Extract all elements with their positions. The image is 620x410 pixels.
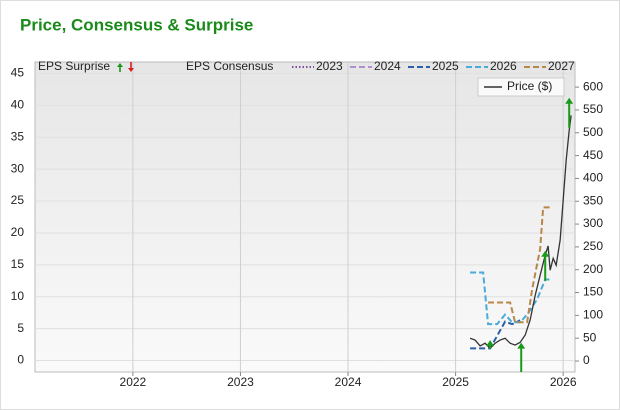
surprise-arrow-head (517, 342, 526, 349)
y2-tick-label: 400 (583, 171, 603, 185)
legend-label: 2024 (374, 59, 401, 73)
y2-tick-label: 200 (583, 262, 603, 276)
x-tick-label: 2023 (227, 375, 254, 389)
y-tick-label: 5 (17, 321, 24, 335)
legend-label: 2025 (432, 59, 459, 73)
plot-area (34, 61, 576, 373)
y-tick-label: 0 (17, 353, 24, 367)
legend-box (477, 77, 565, 97)
legend-label: EPS Surprise (38, 59, 110, 73)
y-tick-label: 10 (11, 289, 25, 303)
surprise-arrow-head (541, 250, 550, 257)
y2-tick-label: 450 (583, 148, 603, 162)
y2-tick-label: 350 (583, 193, 603, 207)
y2-tick-label: 0 (583, 353, 590, 367)
y-tick-label: 35 (11, 129, 25, 143)
series-line (470, 271, 551, 326)
y2-tick-label: 550 (583, 102, 603, 116)
legend-label: 2026 (490, 59, 517, 73)
x-tick-label: 2026 (550, 375, 577, 389)
y-tick-label: 40 (11, 98, 25, 112)
y2-tick-label: 600 (583, 79, 603, 93)
y-tick-label: 45 (11, 66, 25, 80)
x-tick-label: 2024 (335, 375, 362, 389)
x-tick-label: 2022 (120, 375, 147, 389)
series-line (488, 206, 553, 324)
y-tick-label: 15 (11, 257, 25, 271)
y2-tick-label: 50 (583, 330, 597, 344)
y2-tick-label: 500 (583, 125, 603, 139)
legend-label: 2023 (316, 59, 343, 73)
legend-icon (117, 63, 123, 72)
y-tick-label: 30 (11, 161, 25, 175)
y2-tick-label: 250 (583, 239, 603, 253)
series-line (470, 319, 521, 350)
y2-tick-label: 300 (583, 216, 603, 230)
legend-label: EPS Consensus (186, 59, 273, 73)
y2-tick-label: 100 (583, 308, 603, 322)
legend-icon (128, 62, 134, 72)
legend-label: Price ($) (507, 79, 552, 93)
legend-label: 2027 (548, 59, 575, 73)
x-tick-label: 2025 (442, 375, 469, 389)
y-tick-label: 20 (11, 225, 25, 239)
surprise-arrow-head (486, 340, 495, 347)
chart-title: Price, Consensus & Surprise (20, 15, 253, 34)
y-tick-label: 25 (11, 193, 25, 207)
y2-tick-label: 150 (583, 285, 603, 299)
surprise-arrow-head (565, 97, 574, 104)
